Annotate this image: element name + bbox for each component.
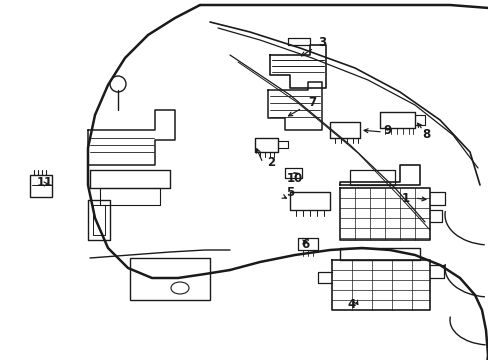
Text: 6: 6 bbox=[300, 238, 308, 252]
Text: 10: 10 bbox=[286, 171, 303, 184]
Text: 4: 4 bbox=[347, 298, 355, 311]
Text: 2: 2 bbox=[266, 157, 274, 170]
Text: 9: 9 bbox=[383, 123, 391, 136]
Text: 7: 7 bbox=[307, 96, 315, 109]
Text: 8: 8 bbox=[421, 129, 429, 141]
Text: 1: 1 bbox=[401, 192, 409, 204]
Text: 5: 5 bbox=[285, 186, 293, 199]
Text: 11: 11 bbox=[37, 176, 53, 189]
Bar bbox=[30, 175, 52, 197]
Bar bbox=[130, 258, 209, 300]
Text: 3: 3 bbox=[317, 36, 325, 49]
